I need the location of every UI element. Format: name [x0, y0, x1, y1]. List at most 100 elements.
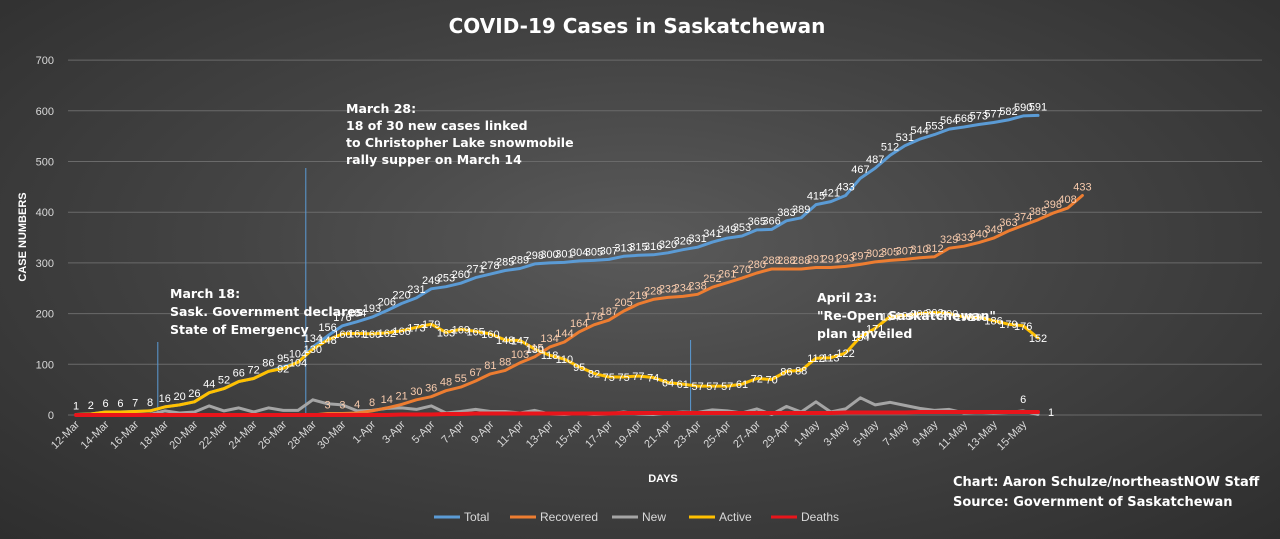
data-label: 4	[354, 399, 360, 411]
data-label: 74	[647, 372, 659, 384]
annotation-line: 18 of 30 new cases linked	[346, 118, 528, 133]
data-label: 70	[765, 375, 777, 387]
data-label: 103	[511, 349, 529, 361]
x-tick-label: 11-May	[936, 418, 970, 452]
data-label: 320	[659, 239, 677, 251]
data-label: 298	[526, 250, 544, 262]
x-tick-label: 5-May	[851, 418, 881, 448]
data-label: 234	[674, 282, 692, 294]
data-label: 302	[866, 248, 884, 260]
data-label: 340	[970, 229, 988, 241]
data-label: 72	[751, 373, 763, 385]
data-label: 173	[407, 322, 425, 334]
data-label: 206	[378, 297, 396, 309]
data-label: 156	[318, 322, 336, 334]
data-label: 75	[617, 372, 629, 384]
x-tick-label: 3-Apr	[380, 418, 408, 446]
data-label: 193	[955, 312, 973, 324]
data-label: 305	[881, 246, 899, 258]
data-label: 305	[585, 246, 603, 258]
y-axis-title: CASE NUMBERS	[17, 192, 29, 281]
x-tick-label: 20-Mar	[167, 418, 200, 451]
data-label: 57	[706, 381, 718, 393]
data-label: 95	[277, 353, 289, 365]
annotation-line: Sask. Government declares	[170, 304, 363, 319]
legend-label: Total	[464, 510, 489, 524]
x-tick-label: 12-Mar	[49, 418, 82, 451]
data-label: 160	[481, 329, 499, 341]
data-label: 415	[807, 191, 825, 203]
x-tick-label: 29-Apr	[761, 418, 793, 450]
x-tick-label: 1-Apr	[351, 418, 379, 446]
data-label: 288	[792, 255, 810, 267]
data-label: 331	[688, 233, 706, 245]
x-tick-label: 1-May	[792, 418, 822, 448]
data-label: 184	[348, 308, 366, 320]
data-label: 86	[262, 357, 274, 369]
data-label: 531	[896, 132, 914, 144]
x-tick-label: 3-May	[822, 418, 852, 448]
x-tick-label: 24-Mar	[227, 418, 260, 451]
data-label: 57	[721, 381, 733, 393]
data-label: 57	[691, 381, 703, 393]
annotation-lines	[157, 168, 692, 415]
data-label: 333	[955, 232, 973, 244]
x-tick-label: 26-Mar	[256, 418, 289, 451]
data-label: 166	[392, 326, 410, 338]
data-label: 280	[748, 259, 766, 271]
data-label: 8	[147, 397, 153, 409]
chart-title: COVID-19 Cases in Saskatchewan	[449, 14, 826, 38]
data-label: 152	[1029, 333, 1047, 345]
x-tick-label: 19-Apr	[613, 418, 645, 450]
data-label: 147	[511, 335, 529, 347]
data-label: 193	[363, 303, 381, 315]
data-label: 291	[822, 253, 840, 265]
data-label: 349	[984, 224, 1002, 236]
data-label: 82	[588, 368, 600, 380]
data-label: 200	[940, 309, 958, 321]
annotation-line: to Christopher Lake snowmobile	[346, 135, 574, 150]
data-label: 104	[289, 357, 307, 369]
data-label: 326	[674, 236, 692, 248]
annotation-line: plan unveiled	[817, 326, 912, 341]
data-label: 16	[159, 393, 171, 405]
x-tick-label: 7-May	[881, 418, 911, 448]
data-label: 187	[600, 306, 618, 318]
x-tick-label: 28-Mar	[286, 418, 319, 451]
data-label: 553	[925, 121, 943, 133]
annotation-line: April 23:	[817, 290, 877, 305]
data-label: 349	[718, 224, 736, 236]
data-label: 186	[984, 316, 1002, 328]
x-tick-label: 7-Apr	[439, 418, 467, 446]
annotation-line: rally supper on March 14	[346, 152, 522, 167]
data-label: 6	[117, 398, 123, 410]
data-label: 270	[733, 264, 751, 276]
data-label: 196	[896, 311, 914, 323]
data-label: 48	[440, 377, 452, 389]
data-label: 385	[1029, 206, 1047, 218]
data-label: 467	[851, 164, 869, 176]
data-label: 568	[955, 113, 973, 125]
data-label: 118	[541, 350, 559, 362]
data-label: 44	[203, 379, 215, 391]
x-tick-label: 25-Apr	[701, 418, 733, 450]
data-label: 30	[410, 386, 422, 398]
data-label: 160	[333, 329, 351, 341]
data-label: 421	[822, 188, 840, 200]
data-label: 238	[688, 280, 706, 292]
data-label: 341	[703, 228, 721, 240]
data-label: 329	[940, 234, 958, 246]
data-label: 288	[762, 255, 780, 267]
data-label: 20	[173, 391, 185, 403]
data-label: 130	[304, 344, 322, 356]
x-tick-label: 13-May	[965, 418, 1000, 453]
series-total-line	[74, 113, 1040, 416]
data-label: 312	[925, 243, 943, 255]
data-label: 383	[777, 207, 795, 219]
data-label: 389	[792, 204, 810, 216]
data-label: 307	[896, 245, 914, 257]
data-label: 398	[1044, 199, 1062, 211]
data-label: 374	[1014, 211, 1032, 223]
data-label: 88	[499, 356, 511, 368]
